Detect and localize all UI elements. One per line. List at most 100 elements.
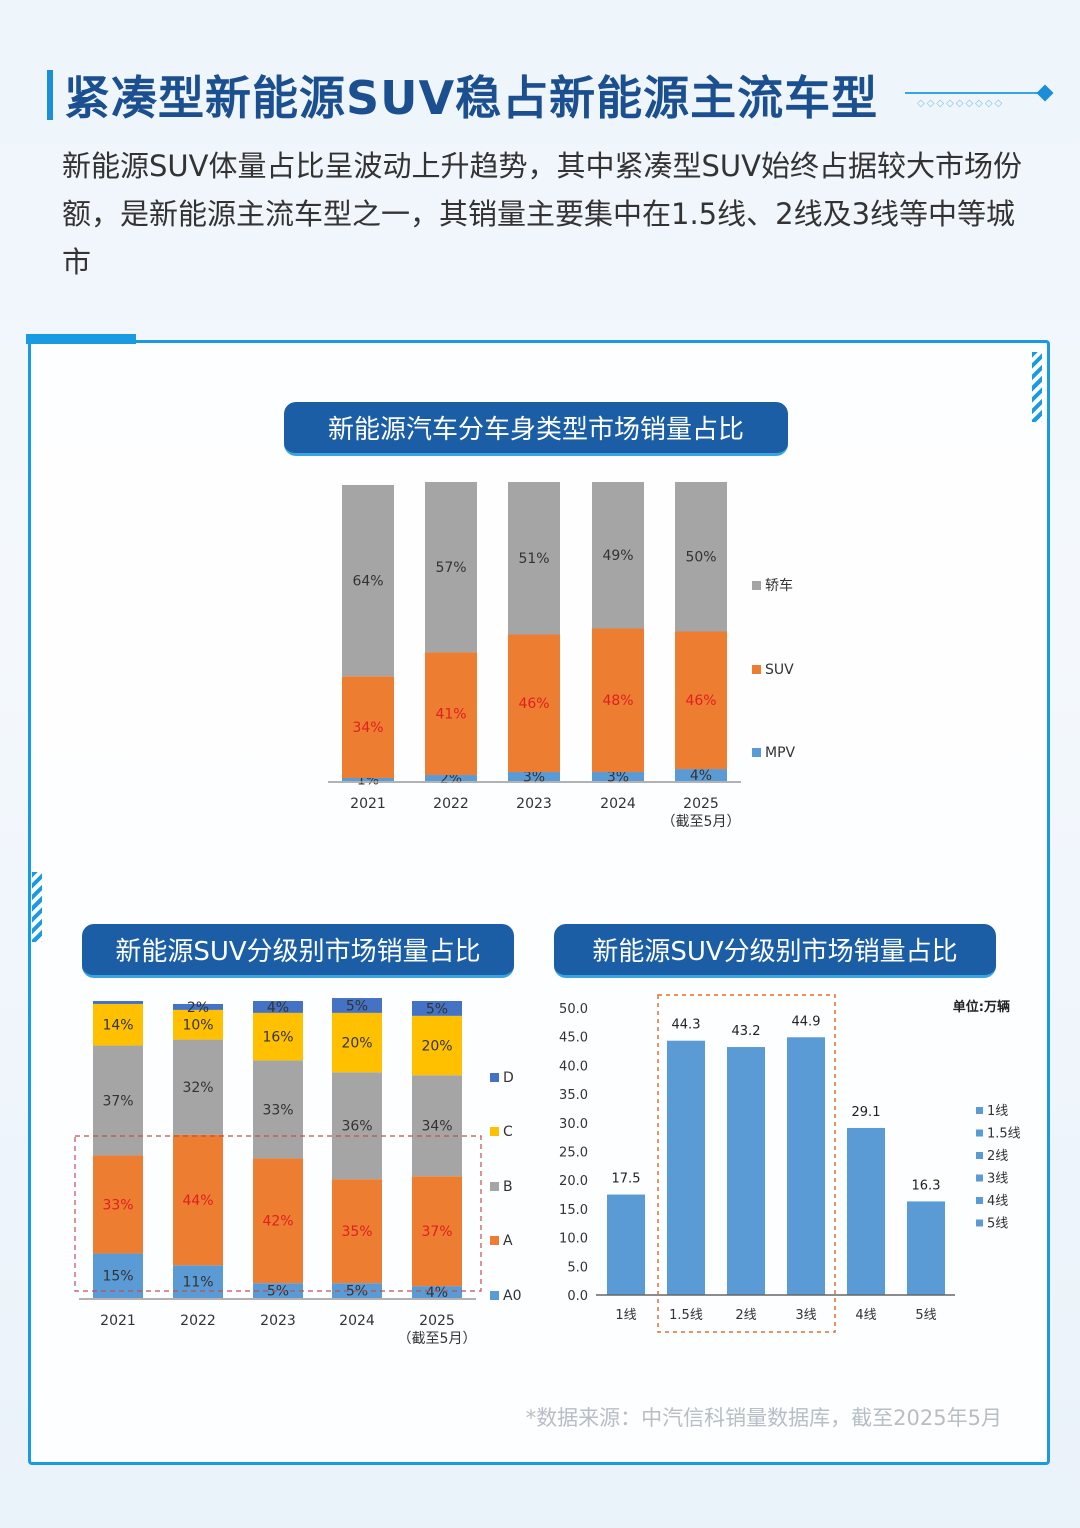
x-tick-note: （截至5月） [398,1331,477,1347]
data-label: 36% [341,1119,372,1135]
bar-segment-轿车 [342,484,394,677]
bar-segment-A [253,1158,303,1284]
data-label: 10% [182,1018,213,1034]
legend-label: D [503,1070,514,1086]
data-label: 20% [421,1038,452,1054]
data-label: 17.5 [612,1172,641,1187]
bar-5线 [907,1201,945,1295]
bar-segment-D [253,1001,303,1013]
bar-segment-轿车 [425,482,477,653]
bar-segment-A0 [253,1283,303,1298]
bar-segment-B [93,1045,143,1156]
highlight-box [74,1135,482,1292]
chart1-title: 新能源汽车分车身类型市场销量占比 [284,402,788,456]
legend-label: 1.5线 [987,1127,1021,1142]
data-source: *数据来源：中汽信科销量数据库，截至2025年5月 [525,1406,1002,1430]
legend-label: 2线 [987,1149,1008,1164]
legend-label: C [503,1124,513,1140]
legend-swatch [752,581,761,590]
data-label: 14% [102,1018,133,1034]
legend-swatch [490,1127,499,1136]
data-label: 37% [102,1093,133,1109]
data-label: 44.9 [792,1014,821,1029]
data-label: 64% [352,574,383,590]
legend-label: SUV [765,662,794,678]
frame-stripes [1032,352,1042,422]
bar-1线 [607,1194,645,1295]
bar-segment-C [332,1012,382,1073]
data-label: 4% [426,1285,448,1301]
x-tick-label: 2023 [516,796,552,812]
bar-segment-MPV [342,778,394,781]
legend-swatch [976,1129,983,1137]
y-tick-label: 0.0 [567,1289,588,1304]
bar-segment-SUV [675,631,727,770]
bar-segment-B [412,1075,462,1177]
legend-swatch [976,1174,983,1182]
bar-segment-A [93,1155,143,1254]
y-tick-label: 50.0 [559,1002,588,1017]
data-label: 5% [346,998,368,1014]
legend-swatch [752,665,761,674]
data-label: 29.1 [852,1105,881,1120]
bar-segment-SUV [342,676,394,779]
bar-segment-C [412,1015,462,1076]
x-tick-label: 2021 [100,1313,136,1329]
legend-swatch [976,1152,983,1159]
data-label: 16% [262,1030,293,1046]
bar-segment-MPV [592,772,644,781]
unit-label: 单位:万辆 [953,999,1010,1015]
x-tick-label: 2线 [735,1308,756,1323]
legend-swatch [490,1182,499,1191]
y-tick-label: 25.0 [559,1146,588,1161]
title-accent-bar [47,70,53,120]
data-label: 2% [187,1000,209,1016]
frame-accent [26,334,136,344]
x-tick-label: 2024 [339,1313,375,1329]
legend-label: 3线 [987,1172,1008,1187]
x-tick-label: 3线 [795,1308,816,1323]
bar-segment-D [412,1001,462,1016]
y-tick-label: 15.0 [559,1203,588,1218]
data-label: 33% [262,1102,293,1118]
data-label: 37% [421,1224,452,1240]
bar-4线 [847,1127,885,1295]
data-label: 46% [685,693,716,709]
legend-swatch [490,1073,499,1082]
data-label: 34% [352,720,383,736]
y-tick-label: 45.0 [559,1031,588,1046]
data-label: 42% [262,1214,293,1230]
bar-segment-A [412,1176,462,1287]
bar-segment-MPV [425,775,477,781]
legend-label: A0 [503,1288,521,1304]
data-label: 49% [602,548,633,564]
intro-text: 新能源SUV体量占比呈波动上升趋势，其中紧凑型SUV始终占据较大市场份额，是新能… [62,149,1022,279]
x-tick-label: 1.5线 [669,1308,703,1323]
bar-segment-C [173,1009,223,1040]
legend-label: 轿车 [765,577,793,594]
legend-label: A [503,1233,513,1249]
bar-segment-A [332,1179,382,1284]
bar-segment-MPV [508,772,560,781]
x-tick-label: 1线 [615,1308,636,1323]
y-tick-label: 30.0 [559,1117,588,1132]
bar-segment-D [93,1001,143,1004]
x-tick-note: （截至5月） [662,814,741,830]
data-label: 4% [690,768,712,784]
legend-label: 5线 [987,1217,1008,1232]
bar-1.5线 [667,1040,705,1295]
data-label: 41% [435,707,466,723]
data-label: 11% [182,1275,213,1291]
bar-segment-SUV [425,652,477,776]
data-label: 5% [267,1283,289,1299]
legend-label: B [503,1179,513,1195]
x-tick-label: 2021 [350,796,386,812]
legend-swatch [976,1197,983,1204]
legend-label: 4线 [987,1194,1008,1209]
data-label: 50% [685,550,716,566]
x-tick-label: 2022 [180,1313,216,1329]
x-tick-label: 2023 [260,1313,296,1329]
y-tick-label: 10.0 [559,1232,588,1247]
bar-segment-MPV [675,769,727,781]
data-label: 48% [602,693,633,709]
